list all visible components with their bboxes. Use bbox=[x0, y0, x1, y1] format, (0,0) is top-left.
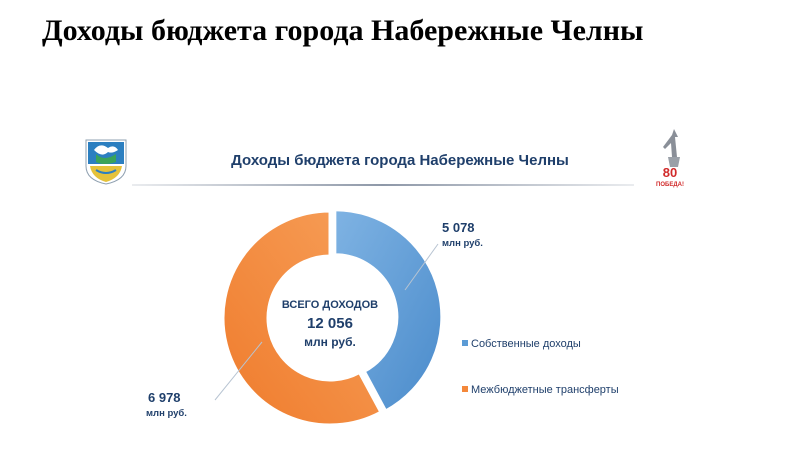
victory-80-caption: ПОБЕДА! bbox=[656, 182, 684, 188]
data-label-own-revenue-unit: млн руб. bbox=[442, 238, 483, 249]
center-label-caption: ВСЕГО ДОХОДОВ bbox=[282, 299, 378, 311]
slice-transfers bbox=[221, 209, 383, 427]
data-label-transfers-value: 6 978 bbox=[148, 390, 181, 405]
center-label-total: 12 056 bbox=[307, 315, 353, 332]
legend-label-transfers: Межбюджетные трансферты bbox=[471, 384, 619, 396]
leader-line-transfers bbox=[214, 341, 263, 401]
legend-swatch-transfers bbox=[462, 386, 468, 392]
victory-80-logo-icon: 80 ПОБЕДА! bbox=[656, 129, 684, 188]
title-divider bbox=[132, 184, 634, 186]
city-emblem-icon bbox=[85, 139, 127, 185]
legend-swatch-own-revenue bbox=[462, 340, 468, 346]
victory-80-number: 80 bbox=[663, 165, 677, 180]
slice-own-revenue bbox=[333, 208, 444, 413]
slide-title: Доходы бюджета города Набережные Челны bbox=[231, 152, 569, 169]
page-title: Доходы бюджета города Набережные Челны bbox=[42, 14, 644, 47]
data-label-own-revenue-value: 5 078 bbox=[442, 220, 475, 235]
data-label-transfers-unit: млн руб. bbox=[146, 408, 187, 419]
leader-line-own-revenue bbox=[404, 243, 439, 291]
center-label-unit: млн руб. bbox=[304, 335, 356, 349]
legend-label-own-revenue: Собственные доходы bbox=[471, 338, 581, 350]
